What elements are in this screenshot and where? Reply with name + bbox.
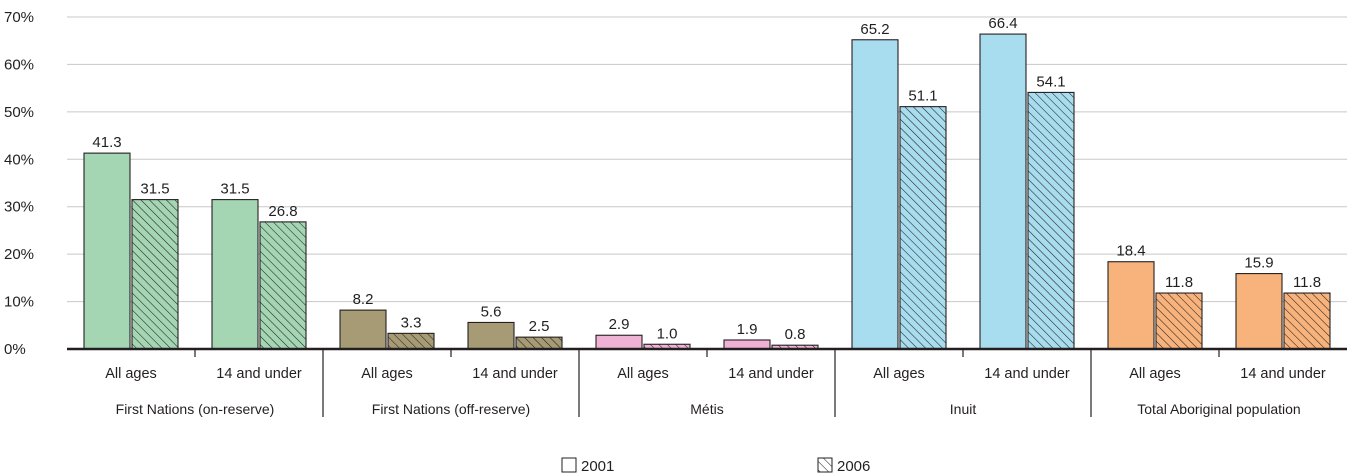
y-tick-label: 70% (4, 9, 34, 26)
bar-2001 (83, 152, 131, 350)
data-label: 65.2 (860, 21, 889, 38)
y-tick-label: 30% (4, 199, 34, 216)
data-label: 2.9 (609, 316, 630, 333)
subcategory-label: All ages (361, 366, 413, 382)
bar-2006 (259, 221, 307, 350)
y-tick-label: 20% (4, 246, 34, 263)
data-label: 15.9 (1244, 255, 1273, 272)
subcategory-label: All ages (617, 366, 669, 382)
bar-2001 (467, 321, 515, 350)
grid-lines (67, 16, 1347, 303)
bar-2001 (595, 334, 643, 350)
legend-label-2006: 2006 (837, 458, 870, 475)
data-label: 11.8 (1293, 274, 1321, 291)
y-tick-label: 50% (4, 104, 34, 121)
subcategory-label: 14 and under (728, 366, 814, 382)
data-label: 11.8 (1165, 274, 1193, 291)
legend-swatch-2006 (817, 457, 833, 473)
data-label: 31.5 (140, 181, 169, 198)
group-label: Métis (690, 401, 723, 417)
group-label: Total Aboriginal population (1137, 401, 1300, 417)
group-label: First Nations (off-reserve) (372, 401, 530, 417)
subcategory-label: All ages (873, 366, 925, 382)
y-axis: 0% 10% 20% 30% 40% 50% 60% 70% (4, 9, 34, 358)
bar-2001 (339, 309, 387, 350)
data-label: 66.4 (988, 15, 1017, 32)
x-axis: All ages 14 and under First Nations (on-re… (67, 347, 1347, 417)
subcategory-label: All ages (1129, 366, 1181, 382)
data-label: 0.8 (785, 326, 806, 343)
subcategory-label: 14 and under (984, 366, 1070, 382)
data-label: 3.3 (401, 314, 422, 331)
data-label: 26.8 (268, 203, 297, 220)
bar-2001 (851, 39, 899, 350)
subcategory-label: 14 and under (1240, 366, 1326, 382)
legend: 2001 2006 (561, 457, 870, 475)
y-tick-label: 0% (4, 341, 26, 358)
group-label: First Nations (on-reserve) (116, 401, 275, 417)
legend-label-2001: 2001 (581, 458, 614, 475)
data-label: 31.5 (220, 181, 249, 198)
bars: 41.3 31.5 31.5 26.8 8.2 3.3 5.6 2.5 2.9 1.0 1.9 0.8… (83, 15, 1331, 350)
y-tick-label: 40% (4, 151, 34, 168)
bar-2001 (211, 199, 259, 350)
data-label: 54.1 (1036, 73, 1065, 90)
data-label: 8.2 (353, 291, 374, 308)
data-label: 1.0 (657, 325, 678, 342)
data-label: 1.9 (737, 321, 758, 338)
data-label: 2.5 (529, 318, 550, 335)
bar-2006 (1283, 292, 1331, 350)
legend-swatch-2001 (561, 457, 577, 473)
subcategory-label: 14 and under (216, 366, 302, 382)
group-label: Inuit (950, 401, 977, 417)
data-label: 18.4 (1116, 243, 1145, 260)
y-tick-label: 60% (4, 56, 34, 73)
bar-2001 (723, 339, 771, 350)
data-label: 51.1 (908, 88, 937, 105)
bar-2006 (899, 106, 947, 350)
bar-2001 (1235, 273, 1283, 350)
bar-2006 (1155, 292, 1203, 350)
data-label: 5.6 (481, 303, 502, 320)
data-label: 41.3 (92, 134, 121, 151)
y-tick-label: 10% (4, 294, 34, 311)
bar-2006 (515, 336, 563, 350)
subcategory-label: 14 and under (472, 366, 558, 382)
bar-2006 (131, 199, 179, 350)
bar-2006 (387, 332, 435, 350)
bar-2001 (979, 33, 1027, 350)
bar-2006 (1027, 91, 1075, 350)
subcategory-label: All ages (105, 366, 157, 382)
bar-2001 (1107, 261, 1155, 350)
